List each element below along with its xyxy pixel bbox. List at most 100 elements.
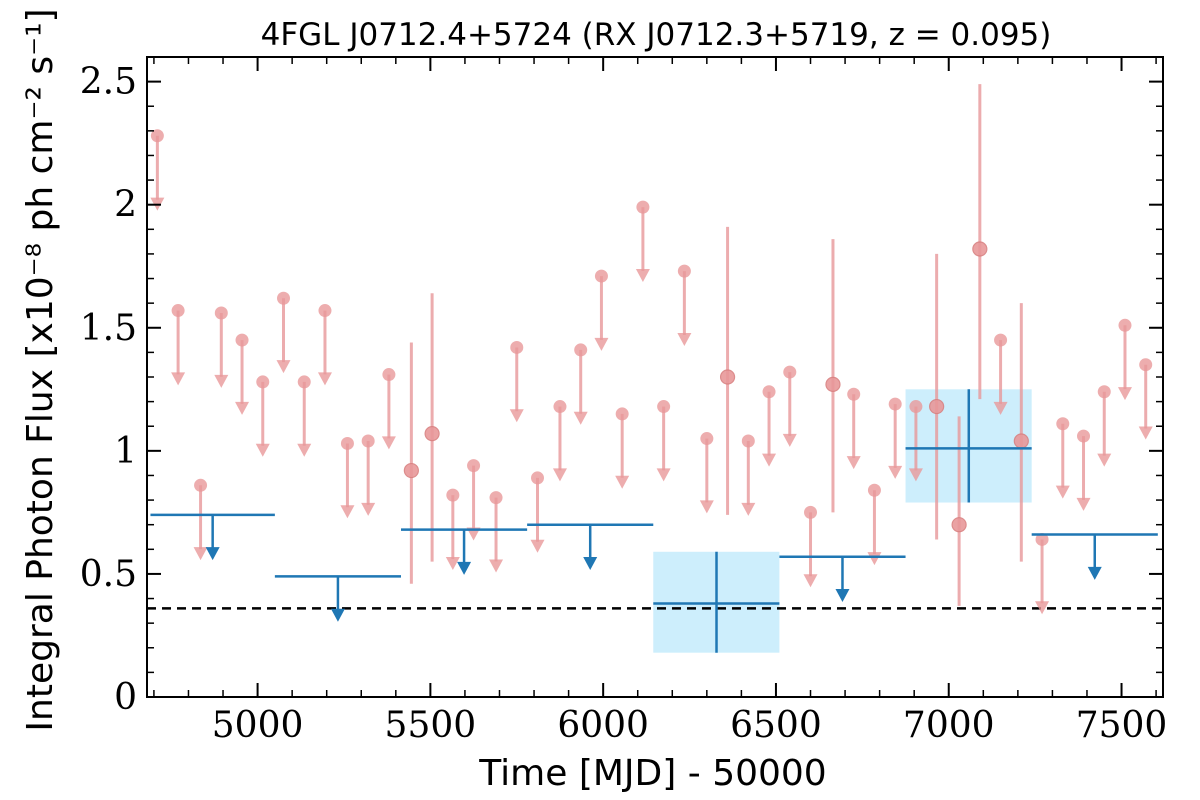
short-bin-upper-limit-arrow — [530, 539, 545, 553]
x-tick-label: 5500 — [385, 705, 477, 746]
short-bin-upper-limit-arrow — [615, 475, 630, 489]
short-bin-upper-limit-point — [804, 505, 818, 519]
short-bin-upper-limit-arrow — [573, 411, 588, 425]
short-bin-upper-limit-arrow — [1076, 497, 1091, 511]
short-bin-upper-limit-arrow — [171, 372, 186, 386]
short-bin-upper-limit-point — [340, 436, 354, 450]
short-bin-upper-limit-arrow — [255, 443, 270, 457]
long-bin-upper-limit-arrow — [1087, 566, 1102, 580]
plot-area: 5000 5500 6000 6500 7000 7500 0 0.5 1 1.5 2 2.5 — [80, 56, 1168, 746]
short-bin-upper-limit-point — [657, 400, 671, 414]
short-bin-upper-limit-arrow — [635, 269, 650, 282]
short-bin-upper-limit-arrow — [867, 552, 882, 566]
short-bin-detection-point — [972, 241, 988, 257]
short-bin-detection-point — [929, 398, 945, 415]
short-bin-upper-limit-arrow — [235, 401, 250, 415]
short-bin-upper-limit-point — [277, 291, 291, 305]
short-bin-detection-point — [1013, 433, 1029, 449]
chart-title: 4FGL J0712.4+5724 (RX J0712.3+5719, z = … — [261, 17, 1052, 53]
short-bin-upper-limit-point — [615, 407, 629, 421]
short-bin-upper-limit-point — [574, 343, 588, 357]
short-bin-upper-limit-point — [150, 129, 164, 143]
short-bin-detection-point — [951, 517, 967, 533]
short-bin-upper-limit-arrow — [297, 443, 312, 457]
short-bin-upper-limit-point — [297, 375, 311, 389]
short-bin-upper-limit-arrow — [489, 559, 504, 573]
short-bin-upper-limit-point — [1077, 429, 1091, 443]
short-bin-upper-limit-arrow — [677, 333, 692, 346]
long-bin-upper-limit-arrow — [457, 561, 472, 575]
short-bin-upper-limit-point — [489, 491, 503, 505]
short-bin-upper-limit-point — [867, 483, 881, 497]
x-tick-label: 5000 — [212, 705, 304, 746]
x-tick-label: 7500 — [1076, 705, 1168, 746]
short-bin-upper-limit-point — [361, 434, 375, 448]
short-bin-upper-limit-arrow — [381, 436, 396, 450]
short-bin-upper-limit-arrow — [509, 409, 524, 423]
short-bin-upper-limit-arrow — [1097, 453, 1112, 467]
short-bin-upper-limit-point — [553, 400, 567, 414]
short-bin-upper-limit-point — [318, 304, 332, 318]
short-bin-upper-limit-point — [235, 333, 249, 347]
short-bin-upper-limit-point — [1056, 417, 1070, 431]
short-bin-upper-limit-point — [909, 400, 923, 414]
y-tick-label: 2.5 — [80, 62, 137, 103]
short-bin-detection-point — [403, 462, 419, 479]
y-tick-label: 1.5 — [80, 308, 137, 349]
short-bin-upper-limit-arrow — [1138, 426, 1153, 440]
short-bin-upper-limit-arrow — [762, 453, 777, 467]
y-tick-label: 0 — [114, 677, 137, 718]
short-bin-upper-limit-point — [510, 340, 524, 354]
short-bin-upper-limit-point — [382, 368, 396, 382]
short-bin-upper-limit-arrow — [888, 465, 903, 479]
short-bin-upper-limit-arrow — [656, 468, 671, 482]
short-bin-upper-limit-point — [888, 397, 902, 411]
short-bin-upper-limit-arrow — [699, 500, 714, 514]
long-bin-upper-limit-arrow — [205, 547, 220, 561]
y-tick-label: 2 — [114, 185, 137, 226]
short-bin-upper-limit-point — [531, 471, 545, 485]
long-bin-upper-limit-arrow — [330, 608, 345, 622]
short-bin-upper-limit-arrow — [993, 401, 1008, 415]
y-tick-label: 0.5 — [80, 554, 137, 595]
short-bin-upper-limit-arrow — [193, 547, 208, 561]
short-bin-upper-limit-point — [194, 478, 208, 492]
short-bin-detection-point — [825, 376, 841, 392]
short-bin-upper-limit-arrow — [1055, 485, 1070, 499]
short-bin-upper-limit-arrow — [1117, 387, 1132, 401]
short-bin-upper-limit-point — [594, 269, 608, 283]
short-bin-upper-limit-arrow — [1035, 601, 1050, 615]
short-bin-upper-limit-arrow — [340, 505, 355, 519]
short-bin-upper-limit-point — [847, 387, 861, 401]
short-bin-upper-limit-point — [783, 365, 797, 379]
short-bin-upper-limit-arrow — [361, 502, 376, 516]
short-bin-upper-limit-point — [1035, 532, 1049, 546]
short-bin-upper-limit-arrow — [846, 456, 861, 470]
short-bin-upper-limit-point — [1139, 358, 1153, 372]
short-bin-upper-limit-point — [700, 432, 714, 446]
short-bin-upper-limit-point — [677, 264, 691, 278]
short-bin-detection-point — [424, 426, 440, 442]
short-bin-upper-limit-arrow — [908, 468, 923, 482]
x-tick-label: 6500 — [730, 705, 822, 746]
long-bin-upper-limit-arrow — [835, 589, 850, 602]
short-bin-detection-point — [719, 369, 736, 385]
short-bin-upper-limit-point — [1097, 385, 1111, 399]
short-bin-upper-limit-arrow — [317, 372, 332, 386]
short-bin-upper-limit-arrow — [782, 433, 797, 447]
short-bin-upper-limit-point — [446, 488, 460, 502]
short-bin-upper-limit-point — [256, 375, 270, 389]
short-bin-upper-limit-arrow — [594, 337, 609, 351]
short-bin-upper-limit-arrow — [552, 468, 567, 482]
short-bin-upper-limit-point — [994, 333, 1008, 347]
short-bin-upper-limit-arrow — [276, 360, 291, 374]
short-bin-upper-limit-point — [741, 434, 755, 448]
short-bin-upper-limit-arrow — [741, 502, 756, 516]
x-tick-label: 6000 — [557, 705, 649, 746]
short-bin-upper-limit-arrow — [214, 374, 229, 388]
short-bin-upper-limit-arrow — [803, 574, 818, 588]
short-bin-upper-limit-point — [214, 306, 228, 320]
short-bin-upper-limit-point — [1118, 318, 1132, 332]
short-bin-upper-limit-point — [467, 459, 481, 473]
